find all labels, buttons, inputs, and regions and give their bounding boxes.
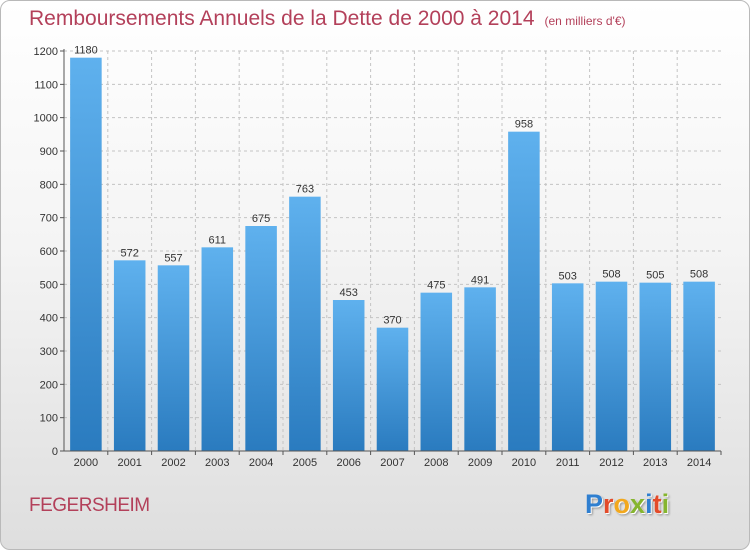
- bar: [464, 287, 496, 451]
- bar: [420, 292, 453, 451]
- x-tick-label: 2000: [74, 457, 98, 469]
- value-label: 958: [515, 119, 533, 131]
- x-tick-label: 2007: [380, 457, 404, 469]
- bars: 1180 572 557 611 675 763 453 370 475 491 958 503 508…: [70, 45, 715, 452]
- logo-letter: i: [661, 489, 670, 519]
- axes: 0 100 200 300 400 500 600 700 800 900 1000 1100 1200…: [34, 46, 722, 469]
- bar: [376, 327, 409, 451]
- chart-subtitle: (en milliers d'€): [544, 14, 626, 28]
- value-label: 508: [602, 269, 620, 281]
- x-tick-label: 2002: [161, 457, 185, 469]
- chart-title: Remboursements Annuels de la Dette de 20…: [29, 7, 626, 31]
- logo-letter: r: [603, 489, 614, 519]
- y-tick-label: 800: [40, 179, 58, 191]
- value-label: 508: [690, 269, 708, 281]
- bar: [683, 281, 715, 451]
- value-label: 491: [471, 274, 489, 286]
- chart-title-text: Remboursements Annuels de la Dette de 20…: [29, 7, 535, 30]
- bar: [595, 281, 628, 451]
- logo-letter: o: [613, 489, 631, 519]
- x-tick-label: 2003: [205, 457, 229, 469]
- bar: [551, 283, 584, 451]
- y-tick-label: 500: [40, 279, 58, 291]
- y-tick-label: 700: [40, 213, 58, 225]
- logo-letter: t: [652, 489, 662, 519]
- value-label: 453: [340, 287, 358, 299]
- bar: [332, 300, 365, 451]
- value-label: 475: [427, 280, 445, 292]
- city-name: FEGERSHEIM: [29, 495, 150, 516]
- bar: [508, 131, 540, 451]
- y-tick-label: 1200: [34, 46, 58, 58]
- bar: [289, 196, 321, 451]
- value-label: 611: [209, 234, 227, 246]
- y-tick-label: 200: [40, 379, 58, 391]
- y-tick-label: 300: [40, 346, 58, 358]
- bar: [70, 57, 102, 452]
- x-tick-label: 2012: [599, 457, 623, 469]
- bar: [245, 226, 277, 451]
- y-tick-label: 900: [40, 146, 58, 158]
- x-tick-label: 2001: [117, 457, 141, 469]
- y-tick-label: 400: [40, 313, 58, 325]
- bar: [157, 265, 190, 451]
- logo-letter: i: [645, 489, 653, 519]
- x-tick-label: 2004: [249, 457, 273, 469]
- value-label: 370: [383, 315, 401, 327]
- value-label: 505: [646, 270, 664, 282]
- logo-letter: P: [585, 489, 604, 519]
- x-tick-label: 2005: [293, 457, 317, 469]
- x-tick-label: 2009: [468, 457, 492, 469]
- value-label: 557: [164, 252, 182, 264]
- bar-chart: 1180 572 557 611 675 763 453 370 475 491 958 503 508…: [34, 45, 722, 469]
- value-label: 503: [559, 270, 577, 282]
- logo-letter: x: [630, 489, 646, 519]
- value-label: 763: [296, 184, 314, 196]
- y-tick-label: 0: [52, 446, 58, 458]
- y-tick-label: 600: [40, 246, 58, 258]
- x-tick-label: 2014: [687, 457, 711, 469]
- value-label: 572: [121, 247, 139, 259]
- y-tick-label: 100: [40, 413, 58, 425]
- x-tick-label: 2013: [643, 457, 667, 469]
- y-tick-label: 1000: [34, 113, 58, 125]
- value-label: 1180: [74, 45, 98, 57]
- proxiti-logo: Proxiti: [585, 489, 669, 520]
- x-tick-label: 2006: [336, 457, 360, 469]
- x-tick-label: 2008: [424, 457, 448, 469]
- x-tick-label: 2011: [556, 457, 580, 469]
- bar: [113, 260, 146, 451]
- y-tick-label: 1100: [34, 79, 58, 91]
- value-label: 675: [252, 213, 270, 225]
- x-tick-label: 2010: [512, 457, 536, 469]
- bar: [639, 282, 672, 451]
- bar: [201, 247, 234, 451]
